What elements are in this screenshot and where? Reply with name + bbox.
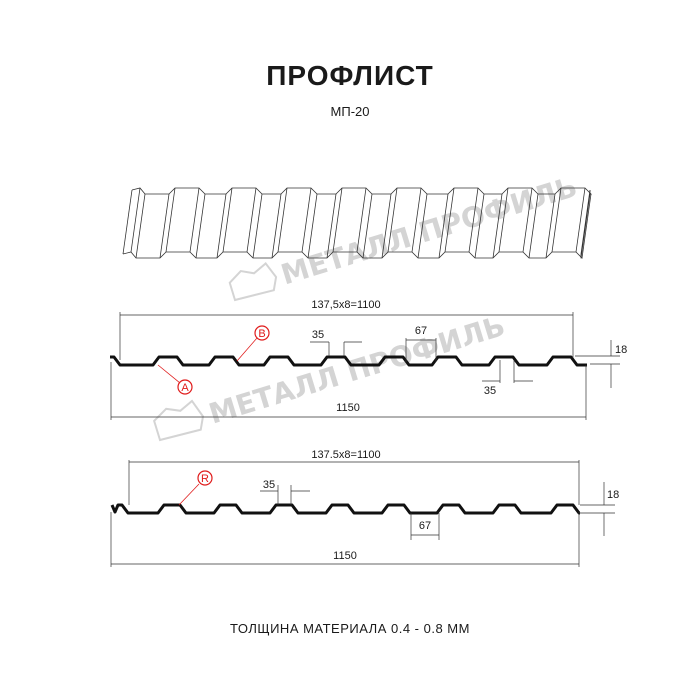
sheet-rib-line xyxy=(159,193,170,259)
sheet-rib-line xyxy=(165,187,176,253)
sheet-rib-line xyxy=(271,193,282,259)
sheet-rib-line xyxy=(222,187,233,253)
pitch-label: 137,5x8=1100 xyxy=(311,299,380,311)
height-label: 18 xyxy=(607,489,619,501)
crest-label: 35 xyxy=(263,479,275,491)
sheet-rib-line xyxy=(522,187,533,253)
sheet-rib-line xyxy=(444,187,455,253)
watermark-logo-icon xyxy=(153,399,205,442)
sheet-rib-line xyxy=(498,187,509,253)
profile-2-outline xyxy=(110,503,581,515)
sheet-rib-line xyxy=(528,193,539,259)
sheet-rib-line xyxy=(135,193,146,259)
sheet-rib-line xyxy=(438,193,449,259)
watermark-2: МЕТАЛЛ ПРОФИЛЬ xyxy=(153,309,509,442)
sheet-rib-line xyxy=(252,193,263,259)
profile-2: 137.5x8=1100 1150 35 67 18 R xyxy=(110,449,619,567)
sheet-rib-line xyxy=(301,187,312,253)
width-label: 1150 xyxy=(333,550,357,562)
sheet-rib-line xyxy=(468,187,479,253)
sheet-rib-line xyxy=(411,187,422,253)
sheet-rib-line xyxy=(332,187,343,253)
pitch-label: 137.5x8=1100 xyxy=(311,449,380,461)
width-label: 1150 xyxy=(336,402,360,414)
sheet-rib-line xyxy=(130,187,141,253)
sheet-rib-line xyxy=(189,187,200,253)
sheet-rib-line xyxy=(575,187,586,253)
page-subtitle: МП-20 xyxy=(330,104,370,119)
sheet-rib-line xyxy=(417,193,428,259)
sheet-rib-line xyxy=(580,193,591,259)
profile-1: 137,5x8=1100 1150 35 67 35 18 A B xyxy=(110,299,627,420)
sheet-rib-line xyxy=(581,193,592,259)
sheet-rib-line xyxy=(387,187,398,253)
watermark-1: МЕТАЛЛ ПРОФИЛЬ xyxy=(228,170,581,302)
marker-r: R xyxy=(178,470,213,506)
marker-label: A xyxy=(181,382,189,394)
profile-1-outline xyxy=(110,355,587,367)
sheet-rib-line xyxy=(356,187,367,253)
sheet-rib-line xyxy=(381,193,392,259)
sheet-rib-line xyxy=(545,193,556,259)
sheet-rib-line xyxy=(474,193,485,259)
sheet-rib-line xyxy=(195,193,206,259)
watermark-text: МЕТАЛЛ ПРОФИЛЬ xyxy=(277,170,581,291)
sheet-rib-line xyxy=(580,189,591,255)
sheet-rib-line xyxy=(551,187,562,253)
trough-label: 67 xyxy=(415,325,427,337)
sheet-rib-line xyxy=(492,193,503,259)
watermark-logo-icon xyxy=(228,262,278,302)
height-label: 18 xyxy=(615,344,627,356)
sheet-rib-line xyxy=(216,193,227,259)
marker-b: B xyxy=(236,325,270,362)
sheet-rib-line xyxy=(307,193,318,259)
sheet-rib-line xyxy=(362,193,373,259)
sheet-3d-view xyxy=(122,187,592,259)
bottom-label: 35 xyxy=(484,385,496,397)
crest-label: 35 xyxy=(312,329,324,341)
page-title: ПРОФЛИСТ xyxy=(266,60,434,91)
sheet-rib-line xyxy=(277,187,288,253)
sheet-rib-line xyxy=(246,187,257,253)
marker-label: R xyxy=(201,473,209,485)
marker-label: B xyxy=(258,328,265,340)
material-thickness: ТОЛЩИНА МАТЕРИАЛА 0.4 - 0.8 ММ xyxy=(230,621,470,636)
trough-label: 67 xyxy=(419,520,431,532)
sheet-rib-line xyxy=(122,189,133,255)
marker-a: A xyxy=(157,364,193,395)
sheet-rib-line xyxy=(326,193,337,259)
